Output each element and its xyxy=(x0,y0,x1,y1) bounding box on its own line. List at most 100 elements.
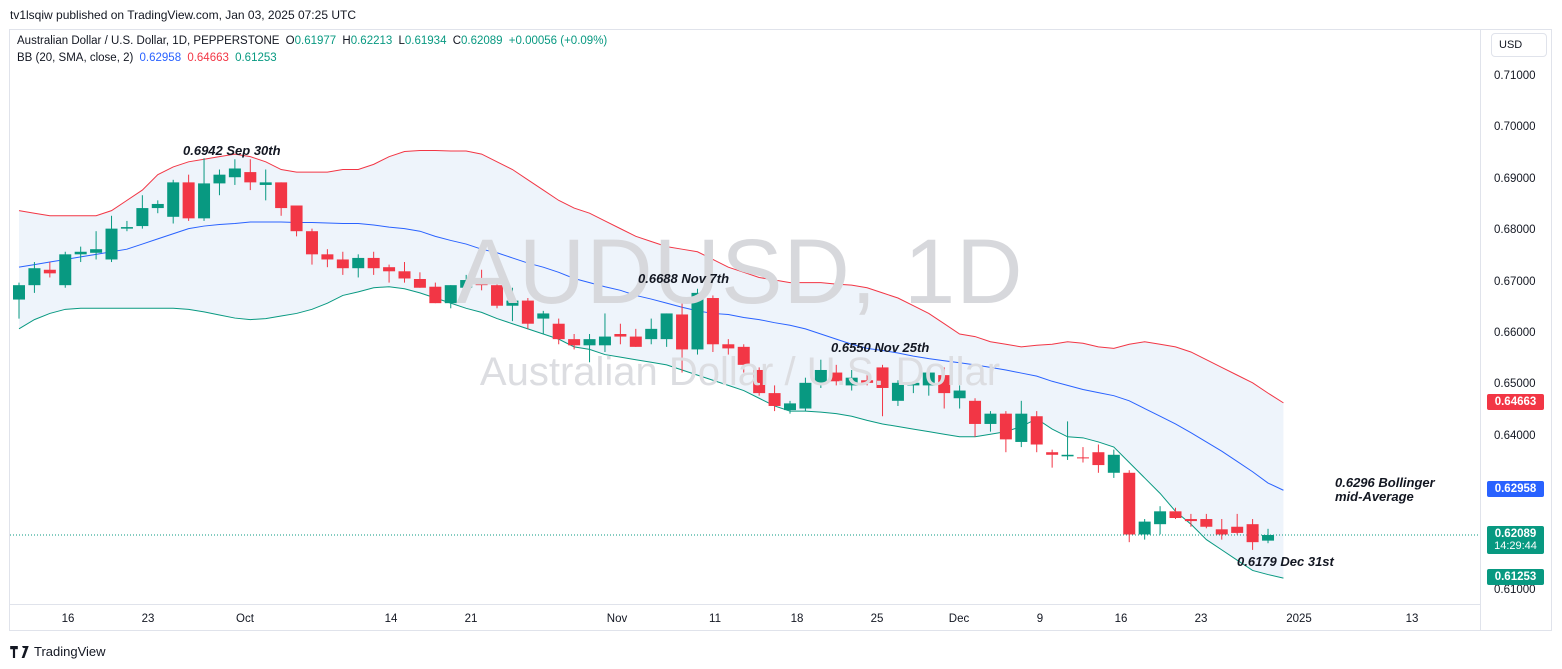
symbol-title[interactable]: Australian Dollar / U.S. Dollar, 1D, PEP… xyxy=(17,35,280,47)
candle-body xyxy=(1154,511,1167,525)
bb-legend: BB (20, SMA, close, 2) 0.62958 0.64663 0… xyxy=(17,52,280,64)
candle-body xyxy=(891,382,904,401)
candle-body xyxy=(1061,454,1074,457)
bb-upper-tag: 0.64663 xyxy=(1487,393,1544,410)
candle-body xyxy=(1046,452,1059,455)
candle-body xyxy=(861,380,874,383)
candle-body xyxy=(213,174,226,184)
price-tick-label: 0.71000 xyxy=(1494,70,1536,82)
bb-indicator-label[interactable]: BB (20, SMA, close, 2) xyxy=(17,52,134,64)
candle-body xyxy=(999,413,1012,440)
candle-body xyxy=(799,382,812,409)
close-label: C xyxy=(452,35,461,47)
candle-body xyxy=(305,231,318,255)
candle-body xyxy=(336,259,349,269)
candle-body xyxy=(876,367,889,388)
open-value: 0.61977 xyxy=(294,35,337,47)
time-tick-label: 13 xyxy=(1405,613,1419,625)
candle-body xyxy=(737,346,750,365)
time-tick-label: 16 xyxy=(61,613,75,625)
candle-body xyxy=(1107,454,1120,473)
candle-body xyxy=(830,372,843,382)
price-tick-label: 0.61000 xyxy=(1494,584,1536,596)
candle-body xyxy=(1123,472,1136,535)
annotation-nov25: 0.6550 Nov 25th xyxy=(831,340,930,355)
chart-frame xyxy=(9,29,1552,631)
candle-body xyxy=(1169,511,1182,519)
low-label: L xyxy=(398,35,405,47)
candle-body xyxy=(429,286,442,304)
time-tick-label: Dec xyxy=(948,613,970,625)
close-value: 0.62089 xyxy=(461,35,503,47)
watermark-symbol: AUDUSD, 1D xyxy=(456,221,1024,323)
candle-body xyxy=(352,257,365,269)
tradingview-logo-icon xyxy=(10,645,29,658)
time-tick-label: Oct xyxy=(236,613,254,625)
candle-body xyxy=(182,182,195,219)
candle-body xyxy=(845,377,858,386)
time-tick-label: 16 xyxy=(1114,613,1128,625)
price-tick-label: 0.67000 xyxy=(1494,275,1536,288)
candle-body xyxy=(105,228,118,260)
candle-body xyxy=(228,168,241,178)
candle-body xyxy=(275,182,288,209)
time-tick-label: 2025 xyxy=(1286,613,1312,625)
candle-body xyxy=(691,292,704,350)
time-tick-label: 18 xyxy=(790,613,804,625)
candle-body xyxy=(13,285,25,300)
candle-body xyxy=(552,323,565,340)
bb-mid-tag: 0.62958 xyxy=(1487,481,1544,498)
bb-mid-line xyxy=(18,221,1284,491)
bb-upper-line xyxy=(18,150,1284,404)
candle-body xyxy=(1015,413,1028,442)
annotation-mid-line1: 0.6296 Bollinger xyxy=(1335,475,1435,490)
candle-body xyxy=(660,313,673,340)
last-price-tag: 0.62089 14:29:44 xyxy=(1487,526,1544,555)
candle-body xyxy=(784,403,796,411)
bb-lower-tag: 0.61253 xyxy=(1487,568,1544,585)
ohlc-legend: Australian Dollar / U.S. Dollar, 1D, PEP… xyxy=(17,35,610,47)
candle-body xyxy=(475,280,488,286)
currency-button[interactable]: USD xyxy=(1491,33,1547,57)
candle-body xyxy=(136,208,149,227)
bb-lower-line xyxy=(18,286,1284,579)
high-value: 0.62213 xyxy=(350,35,393,47)
candle-body xyxy=(629,336,642,347)
time-tick-label: Nov xyxy=(606,613,628,625)
time-tick-label: 14 xyxy=(384,613,398,625)
candle-body xyxy=(43,269,56,274)
price-axis-divider xyxy=(1480,29,1481,631)
price-tick-label: 0.64000 xyxy=(1494,429,1536,442)
candle-body xyxy=(598,336,611,346)
candle-body xyxy=(90,249,103,253)
candle-body xyxy=(676,314,689,350)
candle-body xyxy=(706,298,719,345)
candle-body xyxy=(1262,534,1275,541)
candle-body xyxy=(1184,519,1197,522)
bar-countdown: 14:29:44 xyxy=(1494,540,1537,553)
price-tick-label: 0.66000 xyxy=(1494,327,1536,339)
candle-body xyxy=(984,413,997,424)
time-axis-divider xyxy=(9,604,1481,605)
candle-body xyxy=(953,390,966,399)
candle-body xyxy=(614,334,627,337)
tradingview-brand[interactable]: TradingView xyxy=(10,644,106,659)
annotation-mid-average: 0.6296 Bollinger mid-Average xyxy=(1335,476,1435,504)
candle-body xyxy=(244,172,257,183)
candle-body xyxy=(506,300,519,306)
candle-body xyxy=(922,372,935,386)
annotation-dec31: 0.6179 Dec 31st xyxy=(1237,554,1334,569)
annotation-nov7: 0.6688 Nov 7th xyxy=(638,271,730,286)
candle-body xyxy=(1200,519,1213,527)
candle-body xyxy=(167,182,180,217)
candle-body xyxy=(521,300,534,324)
candle-body xyxy=(74,251,87,255)
annotation-mid-line2: mid-Average xyxy=(1335,489,1414,504)
annotation-sep30: 0.6942 Sep 30th xyxy=(183,143,281,158)
candle-body xyxy=(1138,521,1151,535)
publisher-info: tv1lsqiw published on TradingView.com, J… xyxy=(10,8,356,22)
candle-body xyxy=(753,369,766,394)
candle-body xyxy=(367,257,380,269)
candle-body xyxy=(583,339,596,346)
